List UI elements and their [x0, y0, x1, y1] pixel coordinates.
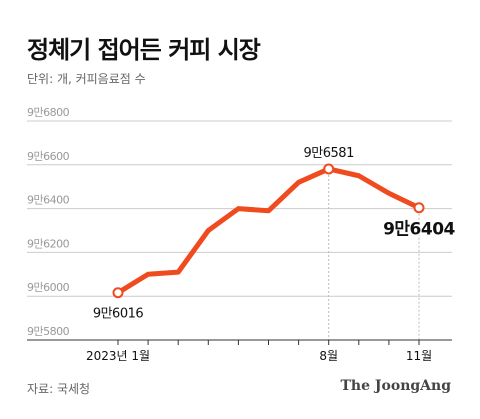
y-tick-label: 9만5800 — [27, 325, 70, 338]
publisher-logo: The JoongAng — [340, 378, 451, 394]
y-tick-label: 9만6600 — [27, 150, 70, 163]
source-note: 자료: 국세청 — [27, 382, 91, 396]
data-point-marker — [112, 287, 124, 299]
x-tick-label: 11월 — [406, 349, 432, 363]
data-point-marker — [413, 202, 425, 214]
series-line — [115, 166, 422, 296]
y-tick-label: 9만6000 — [27, 281, 70, 294]
data-label: 9만6581 — [304, 146, 355, 161]
x-tick-label: 8월 — [319, 349, 338, 363]
x-tick-label: 2023년 1월 — [86, 349, 150, 363]
y-tick-label: 9만6200 — [27, 237, 70, 250]
y-tick-label: 9만6800 — [27, 106, 70, 119]
chart-title: 정체기 접어든 커피 시장 — [27, 36, 261, 64]
data-label: 9만6404 — [383, 220, 455, 240]
data-label: 9만6016 — [93, 307, 144, 322]
data-point-marker — [323, 163, 335, 175]
chart-subtitle: 단위: 개, 커피음료점 수 — [27, 72, 146, 86]
y-tick-label: 9만6400 — [27, 194, 70, 207]
